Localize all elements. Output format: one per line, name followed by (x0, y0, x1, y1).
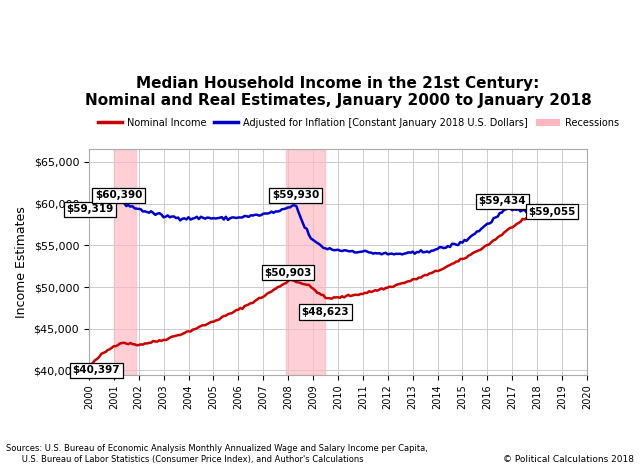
Title: Median Household Income in the 21st Century:
Nominal and Real Estimates, January: Median Household Income in the 21st Cent… (84, 75, 591, 108)
Y-axis label: Income Estimates: Income Estimates (15, 206, 28, 318)
Text: $50,903: $50,903 (264, 268, 312, 278)
Bar (285, 150, 326, 375)
Legend: Nominal Income, Adjusted for Inflation [Constant January 2018 U.S. Dollars], Rec: Nominal Income, Adjusted for Inflation [… (94, 114, 623, 131)
Bar (114, 150, 136, 375)
Text: $59,055: $59,055 (529, 206, 576, 217)
Text: $59,930: $59,930 (272, 190, 319, 200)
Text: $40,397: $40,397 (72, 365, 120, 376)
Text: $60,390: $60,390 (95, 190, 143, 200)
Text: Sources: U.S. Bureau of Economic Analysis Monthly Annualized Wage and Salary Inc: Sources: U.S. Bureau of Economic Analysi… (6, 444, 428, 464)
Text: $59,434: $59,434 (479, 196, 526, 206)
Text: © Political Calculations 2018: © Political Calculations 2018 (502, 455, 634, 464)
Text: $59,319: $59,319 (67, 204, 114, 214)
Text: $48,623: $48,623 (301, 307, 349, 317)
